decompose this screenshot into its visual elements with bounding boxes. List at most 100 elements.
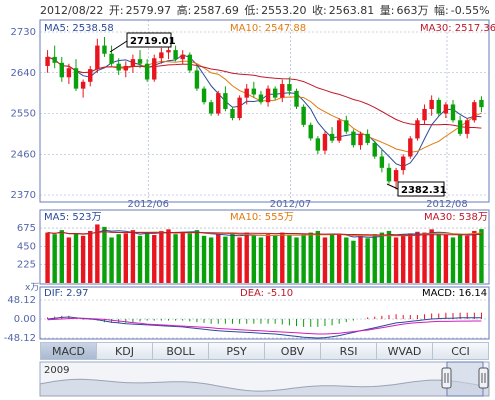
candle-body xyxy=(223,93,228,109)
candle xyxy=(237,95,242,121)
price-tick-label: 2460 xyxy=(11,149,36,160)
volume-bar xyxy=(66,237,72,283)
candle xyxy=(344,115,349,134)
volume-bar xyxy=(287,235,292,283)
candle-body xyxy=(130,59,136,66)
indicator-tabs: MACD KDJ BOLL PSY OBV RSI WVAD CCI xyxy=(40,342,489,360)
volume-bar xyxy=(443,235,449,283)
tab-wvad[interactable]: WVAD xyxy=(377,342,433,360)
candle xyxy=(415,118,420,141)
tab-cci[interactable]: CCI xyxy=(433,342,489,360)
candle xyxy=(400,154,406,175)
volume-bar xyxy=(251,235,257,283)
candle xyxy=(244,84,249,105)
volume-bar xyxy=(436,234,441,283)
candle xyxy=(301,104,306,128)
volume-bar xyxy=(329,235,335,283)
volume-tick-label: 450 xyxy=(17,241,36,252)
volume-bar xyxy=(344,237,349,283)
candle xyxy=(457,115,463,137)
candle-body xyxy=(358,133,363,146)
volume-bar xyxy=(152,235,157,283)
macd-lines xyxy=(47,316,482,339)
candle-body xyxy=(59,62,64,78)
candle-body xyxy=(116,63,121,71)
candle-body xyxy=(365,133,370,143)
candle xyxy=(45,50,50,73)
candle xyxy=(436,97,441,116)
volume-bar xyxy=(465,235,470,283)
candle-body xyxy=(415,120,420,139)
candle xyxy=(422,104,427,125)
tab-psy[interactable]: PSY xyxy=(209,342,265,360)
volume-bar xyxy=(109,237,114,283)
price-x-tick-label: 2012/07 xyxy=(270,199,312,210)
volume-bar xyxy=(59,230,64,283)
candle xyxy=(315,136,321,155)
candle xyxy=(336,118,342,143)
high-value: 2587.69 xyxy=(193,4,239,17)
candle xyxy=(52,45,57,69)
price-ma10-label: MA10: 2547.88 xyxy=(230,23,306,34)
volume-panel-frame xyxy=(39,209,490,285)
volume-bar xyxy=(102,226,107,283)
candle-body xyxy=(436,99,441,114)
candle-body xyxy=(230,108,235,119)
tab-boll[interactable]: BOLL xyxy=(153,342,209,360)
candle xyxy=(180,50,185,64)
candle-body xyxy=(465,120,470,134)
candle-body xyxy=(159,52,164,59)
volume-bar xyxy=(244,232,249,283)
candle xyxy=(208,99,214,116)
tab-rsi[interactable]: RSI xyxy=(321,342,377,360)
price-y-axis: 2730 2640 2550 2460 2370 xyxy=(11,27,36,201)
macd-tick-label: -48.12 xyxy=(4,333,36,344)
candle xyxy=(450,99,456,123)
candle-body xyxy=(344,120,349,132)
candle xyxy=(472,99,477,123)
candle-body xyxy=(194,70,200,89)
volume-unit-label: x万 xyxy=(25,283,39,293)
candle-body xyxy=(336,120,342,141)
volume-bar xyxy=(272,235,278,283)
candle xyxy=(408,136,413,159)
volume-bar xyxy=(201,235,207,283)
quote-header: 2012/08/22 开: 2579.97 高: 2587.69 低: 2553.20… xyxy=(40,2,492,18)
tab-kdj[interactable]: KDJ xyxy=(97,342,153,360)
volume-bar xyxy=(301,234,306,283)
volume-bar xyxy=(73,233,79,283)
volume-bar xyxy=(187,233,193,283)
candle-body xyxy=(52,56,57,63)
macd-dea-label: DEA: -5.10 xyxy=(240,288,293,299)
volume-bar xyxy=(429,229,434,283)
navigator-right-handle[interactable] xyxy=(478,367,489,389)
navigator-left-handle[interactable] xyxy=(441,367,452,389)
candle xyxy=(265,85,271,107)
volume-grid xyxy=(40,227,489,266)
volume-bar xyxy=(223,236,228,283)
volume-bar xyxy=(400,235,406,283)
candle xyxy=(393,167,399,190)
navigator-selection[interactable] xyxy=(446,361,484,397)
candle-body xyxy=(287,84,292,91)
candle xyxy=(137,50,143,69)
tab-obv[interactable]: OBV xyxy=(265,342,321,360)
volume-bar xyxy=(173,234,178,283)
candle-body xyxy=(187,54,193,71)
tab-macd[interactable]: MACD xyxy=(40,342,97,360)
volume-bar xyxy=(180,231,185,283)
candle-body xyxy=(272,88,278,98)
volume-tick-label: 225 xyxy=(17,260,36,271)
volume-bar xyxy=(95,224,100,283)
candle xyxy=(230,106,235,121)
high-label: 高: xyxy=(176,4,192,17)
volume-bar xyxy=(479,229,484,283)
candle xyxy=(201,86,207,105)
candle-body xyxy=(294,90,299,107)
candle-body xyxy=(80,81,86,89)
candle xyxy=(216,90,221,116)
candle xyxy=(102,36,107,57)
open-value: 2579.97 xyxy=(125,4,172,17)
candle-body xyxy=(144,63,150,80)
